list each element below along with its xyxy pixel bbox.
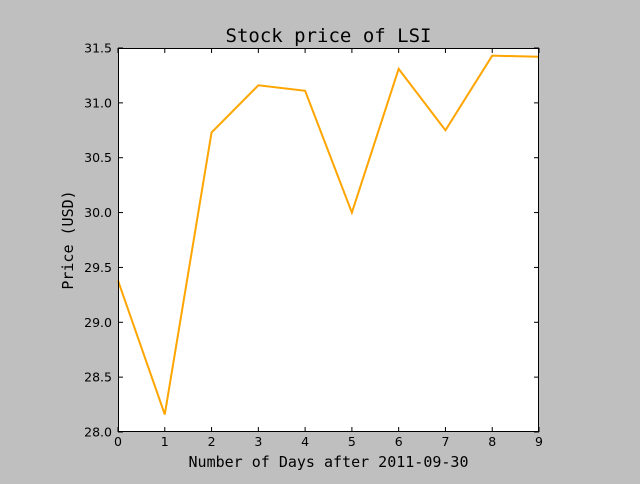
x-tick-label: 0 [114,434,122,449]
x-tick-label: 7 [441,434,449,449]
chart-title: Stock price of LSI [226,25,432,47]
y-axis-label: Price (USD) [59,190,77,289]
x-tick-label: 8 [488,434,496,449]
x-tick-label: 5 [348,434,356,449]
y-tick-label: 31.5 [84,41,112,56]
x-tick-label: 4 [301,434,309,449]
series-layer [117,54,540,415]
y-tick-label: 28.5 [84,370,112,385]
x-tick-label: 6 [395,434,403,449]
x-tick-label: 3 [254,434,262,449]
y-tick-label: 28.0 [84,425,112,440]
y-tick-label: 30.0 [84,205,112,220]
y-tick-label: 30.5 [84,150,112,165]
price-series-line [117,54,540,415]
y-tick-label: 31.0 [84,95,112,110]
plot-area [118,48,539,432]
x-axis-label: Number of Days after 2011-09-30 [189,453,469,471]
x-tick-label: 1 [161,434,169,449]
x-tick-label: 9 [535,434,543,449]
y-tick-label: 29.0 [84,315,112,330]
x-tick-label: 2 [208,434,216,449]
y-tick-label: 29.5 [84,260,112,275]
plot-frame [118,48,539,432]
